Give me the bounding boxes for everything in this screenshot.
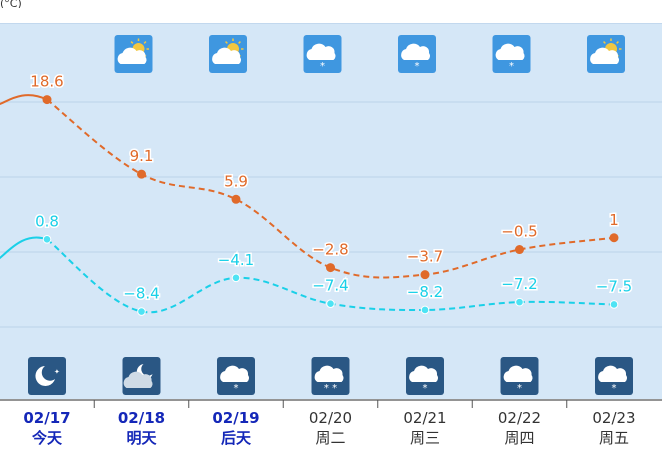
snow-icon: * (406, 357, 444, 395)
data-point (42, 95, 52, 105)
data-point (609, 300, 619, 309)
svg-text:* *: * * (324, 383, 337, 394)
data-label: −7.5 (596, 277, 632, 295)
data-label: 18.6 (30, 73, 63, 91)
snow-icon: * (595, 357, 633, 395)
x-tick-day: 明天 (126, 429, 157, 447)
data-label: −8.2 (407, 283, 443, 301)
x-tick-day: 周五 (599, 429, 629, 447)
x-tick-day: 周三 (410, 429, 440, 447)
snow-icon: * (398, 35, 436, 73)
svg-text:*: * (320, 61, 325, 72)
data-point (609, 233, 619, 243)
svg-text:*: * (509, 61, 514, 72)
data-point (420, 305, 430, 315)
x-tick-day: 今天 (31, 429, 63, 447)
svg-text:*: * (415, 61, 420, 72)
series-low: 0.8 −8.4 −4.1 −7.4 −8.2 −7.2 −7.5 (0, 211, 634, 316)
snow-icon: * (492, 35, 531, 73)
data-point (515, 297, 524, 307)
data-point (42, 235, 52, 244)
svg-text:✦: ✦ (54, 368, 60, 376)
x-tick-day: 周二 (315, 429, 345, 447)
partly-cloudy-icon (587, 35, 625, 73)
x-tick-day: 周四 (504, 429, 534, 447)
series-line-dashed (46, 98, 615, 279)
data-point (231, 273, 241, 283)
data-point (326, 299, 335, 308)
series-line-solid (0, 236, 48, 260)
data-label: 5.9 (224, 172, 248, 190)
data-point (420, 270, 430, 280)
partly-cloudy-icon (114, 35, 153, 73)
x-tick-date: 02/22 (498, 409, 541, 427)
x-tick-date: 02/20 (309, 409, 352, 427)
data-label: −2.8 (312, 241, 348, 259)
plot-top-border (0, 23, 662, 24)
svg-text:*: * (423, 383, 428, 394)
x-tick-date: 02/18 (118, 409, 165, 427)
heavy-snow-icon: * * (311, 357, 350, 395)
snow-icon: * (217, 357, 255, 395)
x-tick-date: 02/21 (403, 409, 446, 427)
data-point (137, 169, 146, 179)
chart-unit-fragment: (°C) (0, 0, 22, 8)
snow-icon: * (500, 357, 539, 395)
data-label: −3.7 (407, 248, 443, 266)
data-label: −4.1 (218, 251, 254, 269)
snow-icon: * (303, 35, 342, 73)
svg-text:*: * (517, 383, 522, 394)
data-label: 0.8 (35, 212, 59, 230)
cloudy-night-icon (122, 357, 161, 395)
svg-text:*: * (234, 383, 239, 394)
data-point (515, 245, 524, 255)
partly-cloudy-icon (209, 35, 247, 73)
data-label: 1 (609, 211, 619, 229)
x-tick-date: 02/23 (592, 409, 635, 427)
series-high: 18.6 9.1 5.9 −2.8 −3.7 −0.5 1 (0, 71, 620, 280)
data-label: −0.5 (501, 223, 537, 241)
x-tick-date: 02/19 (212, 409, 259, 427)
x-tick-day: 后天 (221, 429, 252, 447)
moon-icon: ✦ (28, 357, 66, 395)
plot-background (0, 24, 662, 399)
data-point (326, 263, 335, 273)
data-label: 9.1 (130, 147, 154, 165)
data-label: −8.4 (123, 285, 159, 303)
series-line-solid (0, 94, 48, 106)
data-label: −7.2 (501, 275, 537, 293)
data-point (231, 194, 241, 204)
x-tick-date: 02/17 (23, 409, 70, 427)
data-label: −7.4 (312, 277, 348, 295)
data-point (137, 307, 146, 316)
svg-text:*: * (612, 383, 617, 394)
